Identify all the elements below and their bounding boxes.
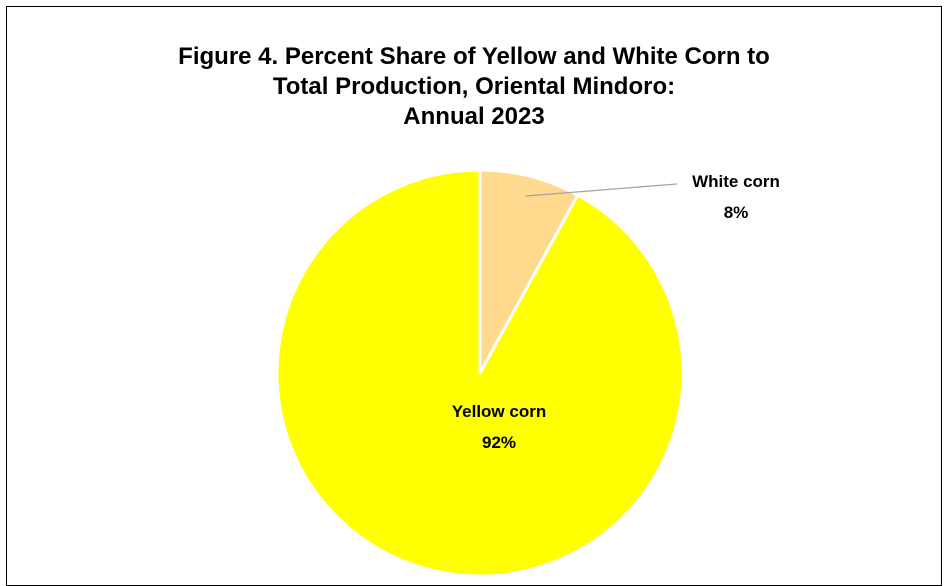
pie-slices xyxy=(275,168,685,575)
chart-title: Figure 4. Percent Share of Yellow and Wh… xyxy=(0,42,948,132)
pie-slice-yellow-corn xyxy=(275,168,685,575)
chart-title-line-2: Total Production, Oriental Mindoro: xyxy=(272,73,676,100)
data-label-yellow-corn: Yellow corn 92% xyxy=(452,402,546,452)
chart-title-line-1: Figure 4. Percent Share of Yellow and Wh… xyxy=(178,43,770,70)
white-corn-leader-line xyxy=(525,183,678,197)
chart-title-line-3: Annual 2023 xyxy=(403,103,545,130)
data-label-white-corn: White corn 8% xyxy=(692,172,780,222)
pie-labels: White corn 8% Yellow corn 92% xyxy=(452,172,780,452)
pie-slice-white-corn xyxy=(478,168,580,375)
